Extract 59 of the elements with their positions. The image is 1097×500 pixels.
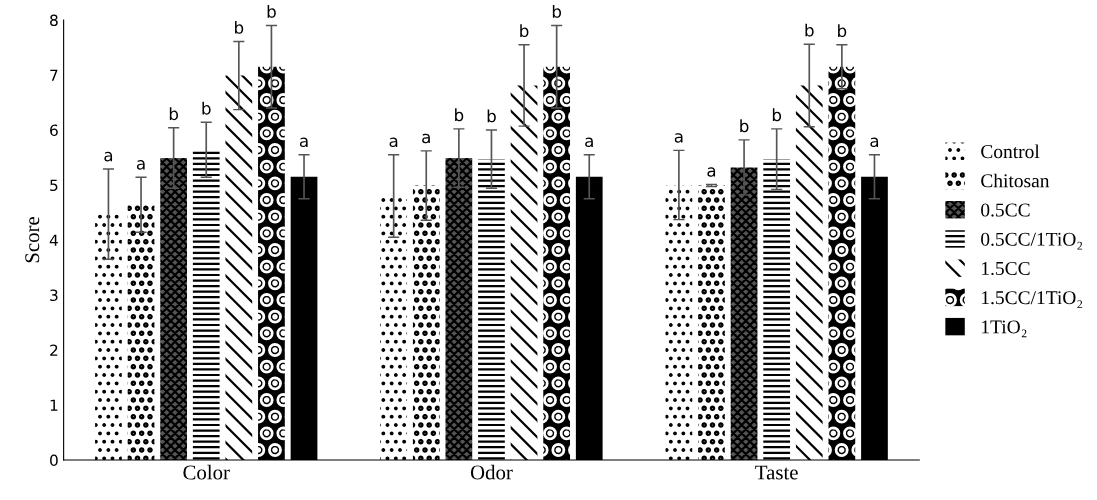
data-label: a — [707, 167, 716, 177]
legend-label: Chitosan — [981, 173, 1050, 188]
data-label: b — [805, 23, 814, 37]
legend-label: 0.5CC/1TiO₂ — [981, 232, 1083, 250]
data-label: a — [136, 160, 145, 170]
bar — [95, 214, 122, 460]
legend-label: 0.5CC — [981, 203, 1030, 217]
bar — [730, 167, 758, 460]
y-tick-label: 0 — [50, 454, 58, 467]
data-label: a — [674, 133, 683, 143]
bar — [828, 66, 856, 460]
bar — [478, 159, 505, 460]
y-axis-title: Score — [25, 217, 40, 263]
x-tick-label: Color — [183, 464, 230, 480]
y-tick-label: 8 — [50, 14, 58, 27]
data-label: b — [169, 107, 179, 121]
data-label: b — [552, 4, 562, 18]
bar — [258, 66, 285, 460]
legend-label: 1TiO₂ — [982, 320, 1027, 338]
data-label: b — [520, 24, 529, 38]
bar — [510, 85, 538, 460]
data-label: b — [455, 108, 464, 122]
legend-label: 1.5CC/1TiO₂ — [982, 291, 1083, 309]
x-tick-label: Taste — [755, 465, 798, 480]
bar — [127, 204, 155, 460]
bar — [225, 75, 253, 460]
data-label: b — [772, 108, 782, 122]
data-label: b — [838, 24, 847, 38]
bar — [763, 159, 791, 460]
bar — [698, 185, 725, 460]
bar — [412, 185, 440, 460]
data-label: a — [389, 137, 398, 148]
data-label: a — [299, 137, 308, 148]
data-label: b — [235, 20, 244, 34]
bar — [445, 158, 473, 460]
legend-label: 1.5CC — [982, 261, 1030, 276]
bar — [795, 85, 823, 460]
bar — [192, 149, 220, 460]
y-tick-label: 7 — [50, 69, 58, 81]
y-tick-label: 1 — [50, 399, 58, 411]
data-label: b — [202, 101, 211, 115]
x-tick-label: Odor — [470, 464, 513, 480]
y-tick-label: 6 — [50, 124, 58, 137]
bar — [543, 66, 571, 460]
y-tick-label: 5 — [50, 179, 58, 192]
legend-label: Control — [981, 144, 1040, 159]
data-label: b — [487, 109, 496, 123]
data-label: a — [422, 133, 430, 144]
data-label: b — [740, 119, 749, 133]
y-tick-label: 4 — [49, 234, 58, 246]
data-label: b — [267, 4, 276, 18]
y-tick-label: 3 — [50, 289, 58, 302]
bar — [160, 158, 187, 460]
data-label: a — [104, 151, 113, 162]
y-tick-label: 2 — [50, 344, 58, 356]
bar — [380, 196, 408, 460]
data-label: a — [870, 137, 879, 148]
bar — [665, 185, 693, 460]
data-label: a — [585, 137, 593, 148]
